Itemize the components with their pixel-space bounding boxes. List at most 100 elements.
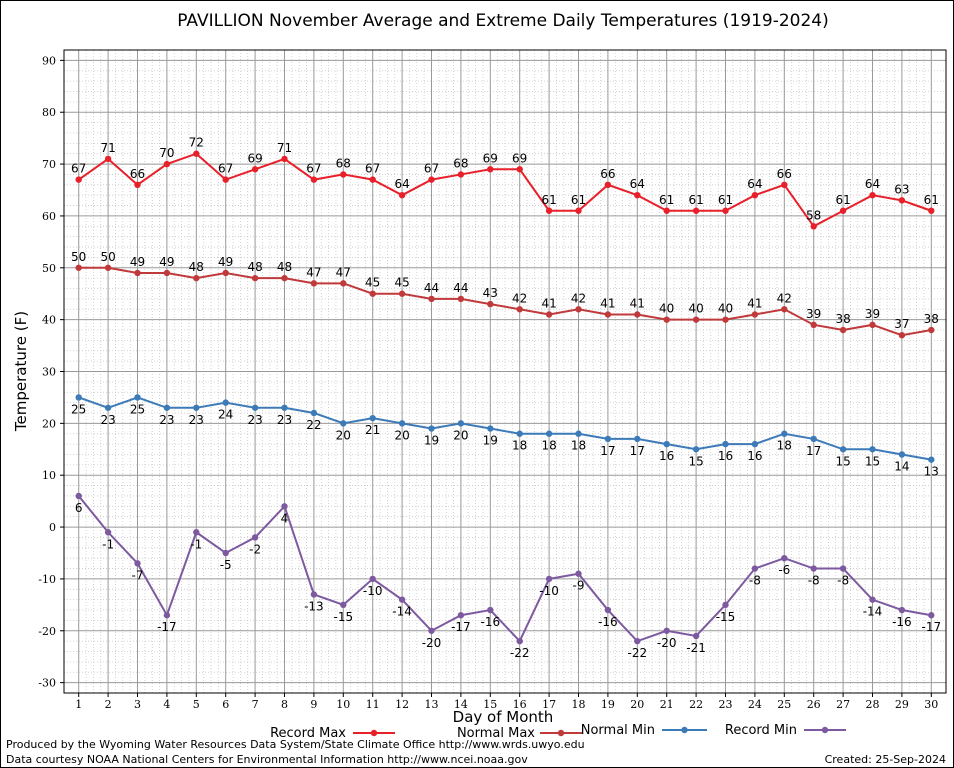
record-max-point bbox=[869, 191, 876, 199]
record-min-data-label: 4 bbox=[281, 511, 289, 525]
chart-title: PAVILLION November Average and Extreme D… bbox=[177, 11, 829, 31]
normal-min-point bbox=[487, 425, 494, 432]
normal-min-point bbox=[810, 435, 817, 443]
record-min-point bbox=[75, 492, 82, 500]
normal-min-point bbox=[575, 430, 582, 437]
x-tick-label: 1 bbox=[75, 698, 82, 711]
y-tick-label: -30 bbox=[38, 677, 56, 690]
normal-max-point bbox=[898, 332, 906, 339]
x-tick-label: 21 bbox=[660, 698, 674, 711]
normal-max-data-label: 37 bbox=[894, 317, 909, 331]
record-max-data-label: 61 bbox=[835, 193, 850, 207]
normal-max-data-label: 41 bbox=[630, 296, 645, 310]
x-tick-label: 27 bbox=[836, 698, 850, 711]
normal-max-data-label: 47 bbox=[306, 265, 321, 279]
record-min-data-label: -20 bbox=[422, 636, 442, 650]
record-max-data-label: 61 bbox=[924, 193, 939, 207]
record-max-point bbox=[692, 207, 700, 214]
record-max-data-label: 63 bbox=[894, 182, 909, 196]
record-min-data-label: -15 bbox=[333, 610, 353, 624]
normal-max-data-label: 49 bbox=[159, 255, 174, 269]
record-max-data-label: 64 bbox=[865, 177, 880, 191]
normal-min-point bbox=[516, 430, 523, 437]
record-min-point bbox=[839, 565, 847, 572]
y-tick-label: 30 bbox=[42, 366, 56, 379]
normal-min-data-label: 23 bbox=[277, 413, 292, 427]
normal-min-point bbox=[928, 456, 935, 463]
normal-min-data-label: 19 bbox=[424, 434, 439, 448]
normal-max-point bbox=[398, 290, 406, 297]
record-max-point bbox=[193, 150, 200, 157]
record-max-data-label: 69 bbox=[483, 151, 498, 165]
y-tick-label: 70 bbox=[42, 158, 56, 171]
record-max-line bbox=[78, 152, 932, 228]
normal-min-line bbox=[78, 396, 932, 461]
x-tick-label: 18 bbox=[572, 698, 586, 711]
record-min-point bbox=[222, 549, 229, 557]
normal-max-point bbox=[781, 306, 788, 313]
record-min-data-label: -13 bbox=[304, 599, 324, 613]
normal-max-point bbox=[516, 306, 523, 313]
record-max-data-label: 69 bbox=[247, 151, 262, 165]
record-min-data-label: -10 bbox=[539, 584, 559, 598]
normal-min-data-label: 17 bbox=[806, 444, 821, 458]
record-max-point bbox=[75, 176, 82, 183]
normal-min-data-label: 23 bbox=[159, 413, 174, 427]
record-min-point bbox=[722, 601, 729, 609]
record-min-data-label: -15 bbox=[716, 610, 736, 624]
record-max-data-label: 67 bbox=[71, 162, 86, 176]
record-max-point bbox=[369, 176, 376, 183]
record-min-data-label: -5 bbox=[220, 558, 232, 572]
record-min-point bbox=[281, 503, 288, 510]
legend-item-record-max: Record Max bbox=[270, 726, 395, 741]
normal-min-point bbox=[663, 440, 670, 448]
record-min-data-label: -16 bbox=[598, 615, 618, 629]
normal-min-point bbox=[545, 430, 553, 437]
record-min-point bbox=[104, 529, 112, 536]
y-tick-label: 90 bbox=[42, 54, 56, 67]
legend: Record Max Normal Max Normal Min Record Min bbox=[270, 723, 846, 741]
normal-max-point bbox=[869, 321, 876, 329]
normal-max-point bbox=[663, 316, 670, 323]
legend-marker bbox=[370, 729, 378, 737]
normal-max-data-label: 45 bbox=[394, 276, 409, 290]
record-min-point bbox=[516, 637, 523, 645]
normal-min-point bbox=[310, 409, 318, 417]
normal-max-data-label: 41 bbox=[747, 296, 762, 310]
record-max-data-label: 67 bbox=[424, 162, 439, 176]
record-max-point bbox=[898, 197, 906, 204]
record-min-point bbox=[134, 560, 141, 567]
normal-max-point bbox=[928, 326, 935, 334]
record-max-point bbox=[545, 207, 553, 214]
normal-max-point bbox=[751, 311, 759, 318]
normal-max-data-label: 48 bbox=[247, 260, 262, 274]
normal-max-point bbox=[222, 269, 229, 277]
record-max-data-label: 61 bbox=[718, 193, 733, 207]
normal-min-point bbox=[839, 446, 847, 453]
record-min-data-label: -20 bbox=[657, 636, 677, 650]
record-max-point bbox=[839, 207, 847, 214]
normal-min-data-label: 18 bbox=[541, 439, 556, 453]
record-min-point bbox=[751, 565, 759, 572]
x-tick-label: 11 bbox=[366, 698, 380, 711]
record-max-point bbox=[281, 155, 288, 163]
normal-min-data-label: 23 bbox=[189, 413, 204, 427]
y-tick-label: 0 bbox=[49, 521, 56, 534]
record-max-data-label: 68 bbox=[453, 156, 468, 170]
normal-min-data-label: 16 bbox=[747, 449, 762, 463]
footer-created-date: Created: 25-Sep-2024 bbox=[825, 753, 946, 766]
normal-max-point bbox=[457, 295, 465, 303]
record-min-point bbox=[869, 596, 876, 603]
legend-marker bbox=[821, 726, 829, 734]
x-tick-label: 13 bbox=[425, 698, 439, 711]
y-tick-label: 80 bbox=[42, 106, 56, 119]
record-min-data-label: -14 bbox=[392, 605, 412, 619]
normal-min-data-label: 15 bbox=[835, 454, 850, 468]
record-max-data-label: 71 bbox=[100, 141, 115, 155]
normal-max-data-label: 48 bbox=[277, 260, 292, 274]
normal-max-point bbox=[134, 269, 141, 277]
x-tick-label: 5 bbox=[193, 698, 200, 711]
normal-max-point bbox=[340, 280, 347, 287]
x-tick-label: 9 bbox=[310, 698, 317, 711]
record-max-point bbox=[634, 191, 641, 199]
